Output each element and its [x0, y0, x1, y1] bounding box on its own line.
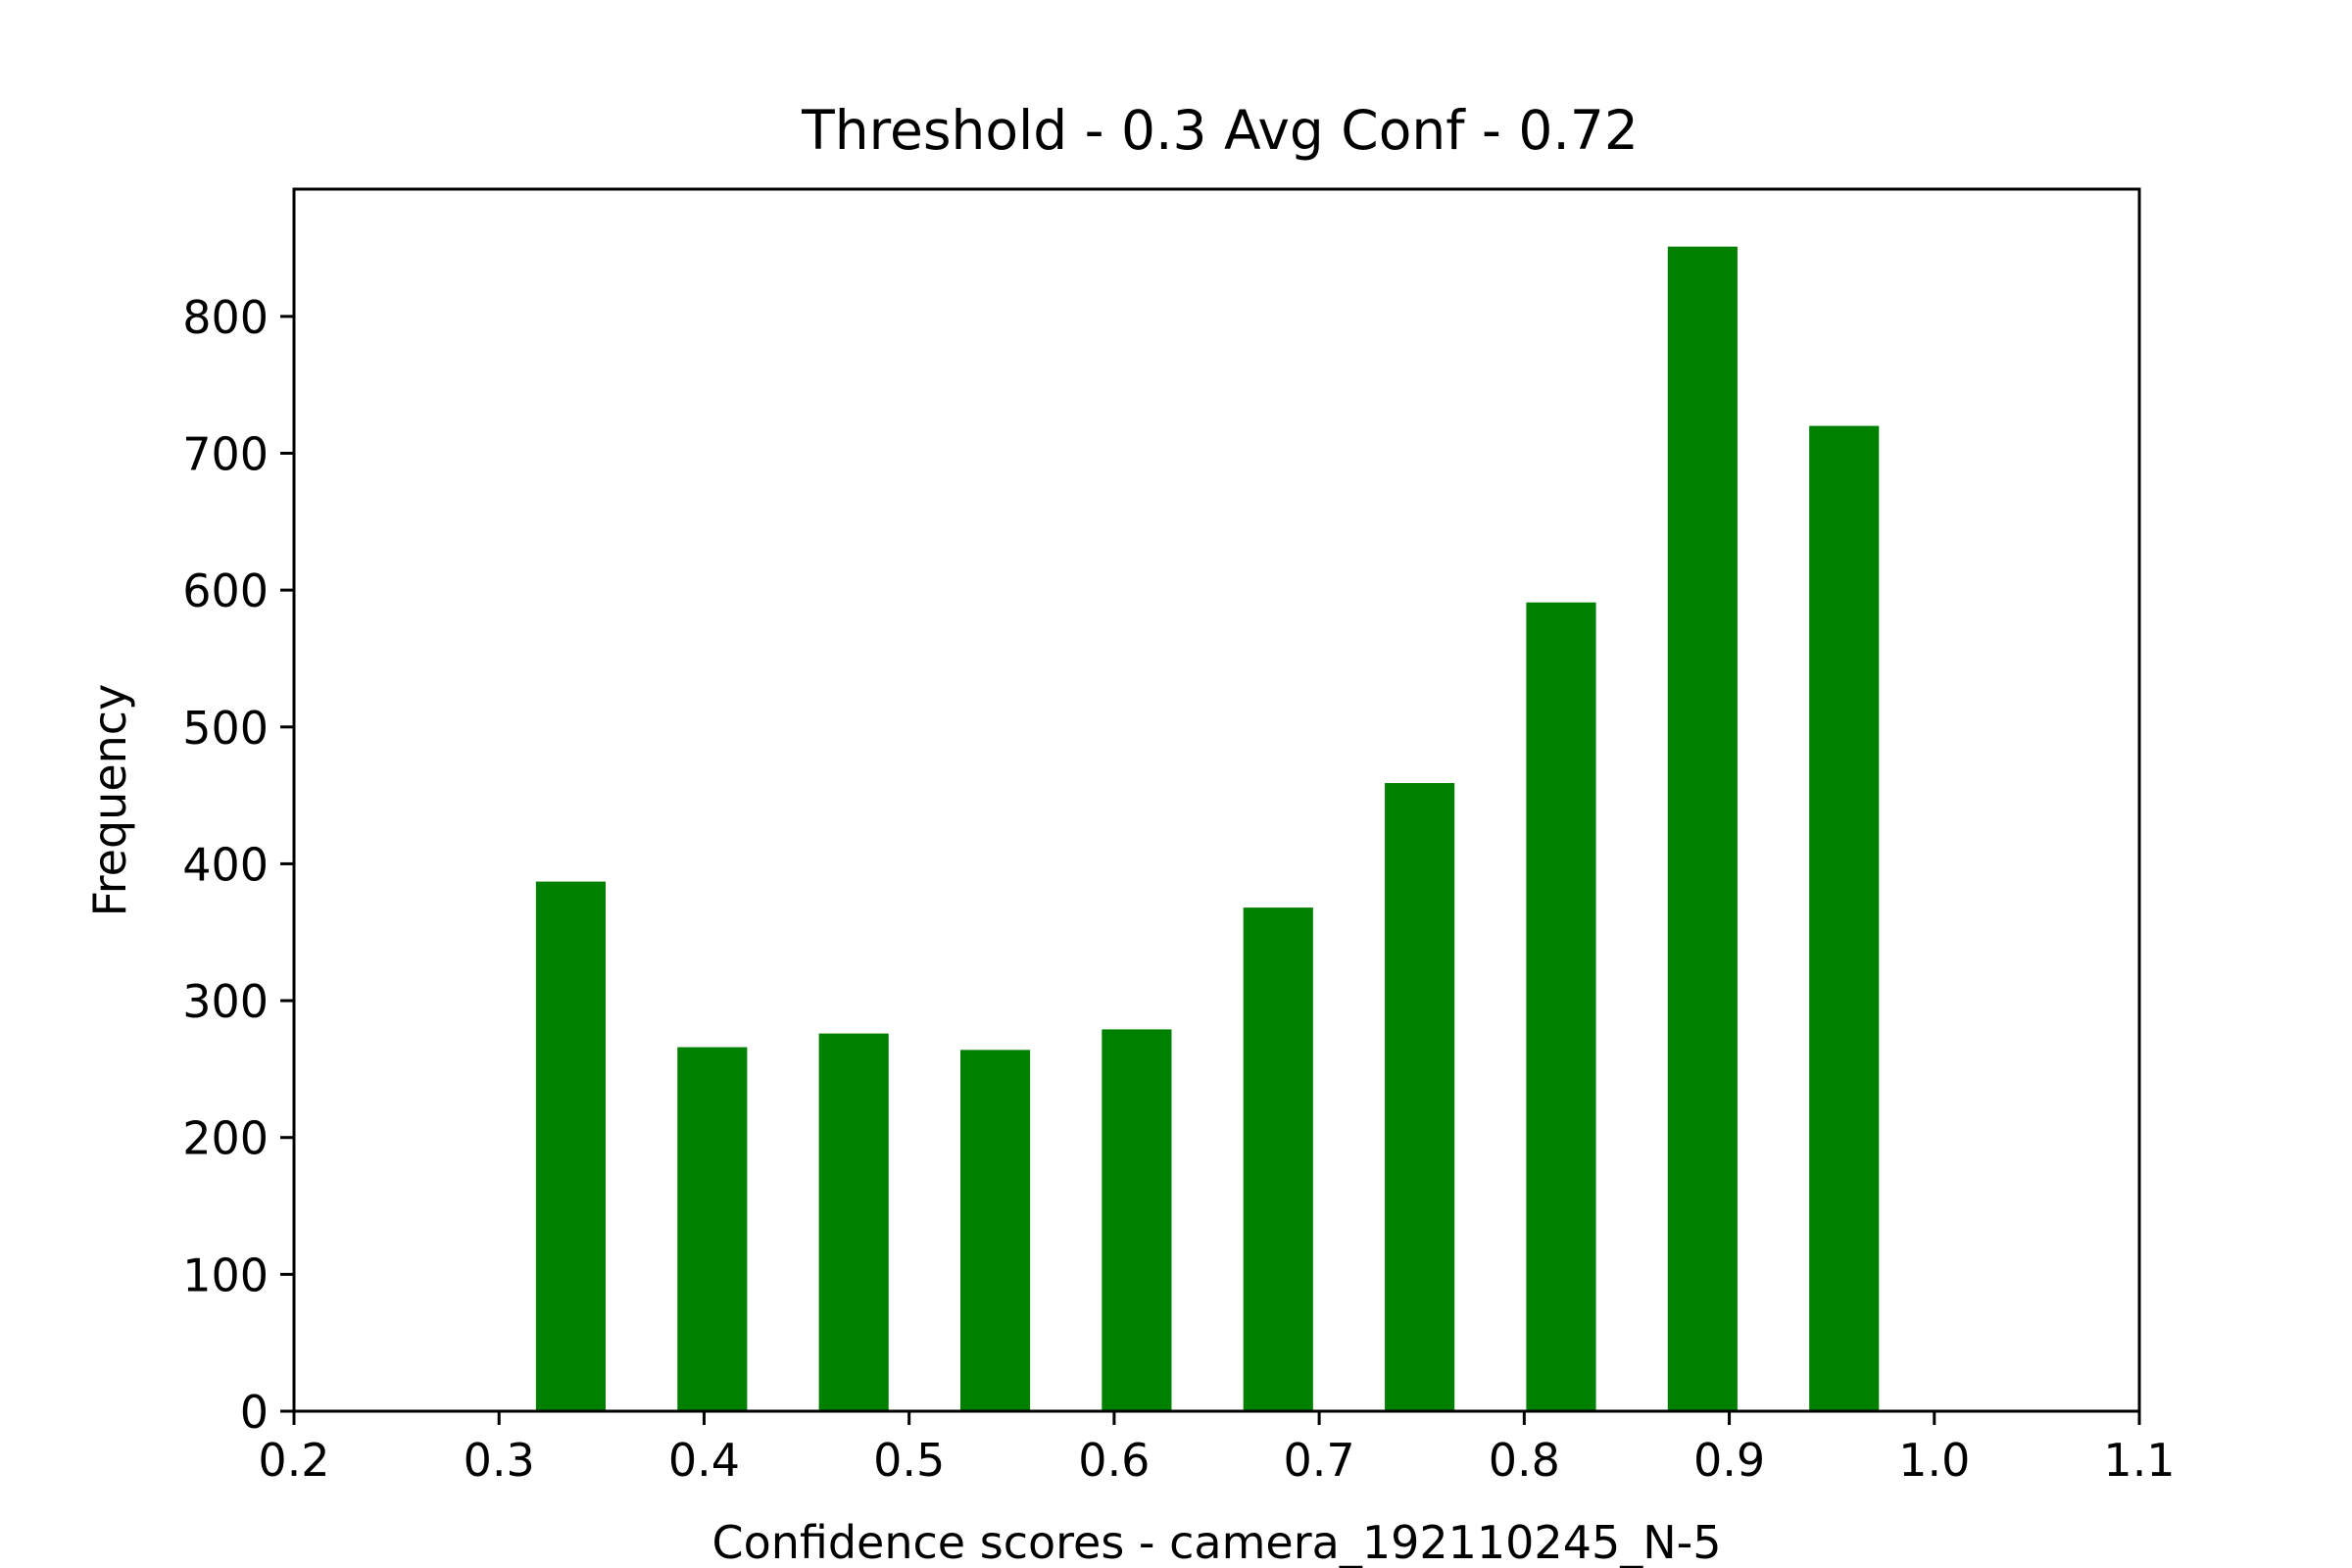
x-tick-label: 0.5	[873, 1434, 945, 1487]
y-tick-label: 800	[182, 291, 269, 344]
x-tick-label: 0.7	[1284, 1434, 1355, 1487]
x-axis-label: Confidence scores - camera_192110245_N-5	[711, 1516, 1721, 1568]
y-axis-ticks: 0 100 200 300 400 500 600 700 800	[182, 291, 294, 1439]
x-tick-label: 0.2	[258, 1434, 329, 1487]
x-tick-label: 0.4	[668, 1434, 740, 1487]
bar-5	[1243, 907, 1313, 1411]
y-tick-label: 0	[240, 1386, 269, 1439]
bar-8	[1667, 246, 1738, 1411]
x-axis-ticks: 0.2 0.3 0.4 0.5 0.6 0.7 0.8 0.9 1.0 1.1	[258, 1411, 2176, 1487]
bar-9	[1809, 425, 1880, 1411]
x-tick-label: 1.0	[1898, 1434, 1970, 1487]
bar-1	[677, 1047, 748, 1411]
bars-group	[535, 246, 1880, 1411]
bar-4	[1102, 1029, 1172, 1411]
bar-2	[818, 1033, 889, 1411]
chart-title: Threshold - 0.3 Avg Conf - 0.72	[801, 99, 1639, 162]
x-tick-label: 0.8	[1489, 1434, 1560, 1487]
y-tick-label: 700	[182, 428, 269, 481]
bar-3	[959, 1050, 1031, 1411]
x-tick-label: 0.3	[464, 1434, 535, 1487]
x-tick-label: 0.9	[1693, 1434, 1765, 1487]
x-tick-label: 1.1	[2103, 1434, 2175, 1487]
y-axis-label: Frequency	[83, 684, 136, 917]
bar-7	[1526, 602, 1596, 1411]
y-tick-label: 200	[182, 1112, 269, 1165]
x-tick-label: 0.6	[1078, 1434, 1150, 1487]
y-tick-label: 500	[182, 702, 269, 755]
plot-frame	[292, 187, 2141, 1413]
y-tick-label: 600	[182, 564, 269, 617]
y-tick-label: 400	[182, 838, 269, 891]
bar-6	[1385, 783, 1455, 1411]
bar-0	[535, 881, 607, 1411]
y-tick-label: 100	[182, 1249, 269, 1301]
y-tick-label: 300	[182, 975, 269, 1028]
